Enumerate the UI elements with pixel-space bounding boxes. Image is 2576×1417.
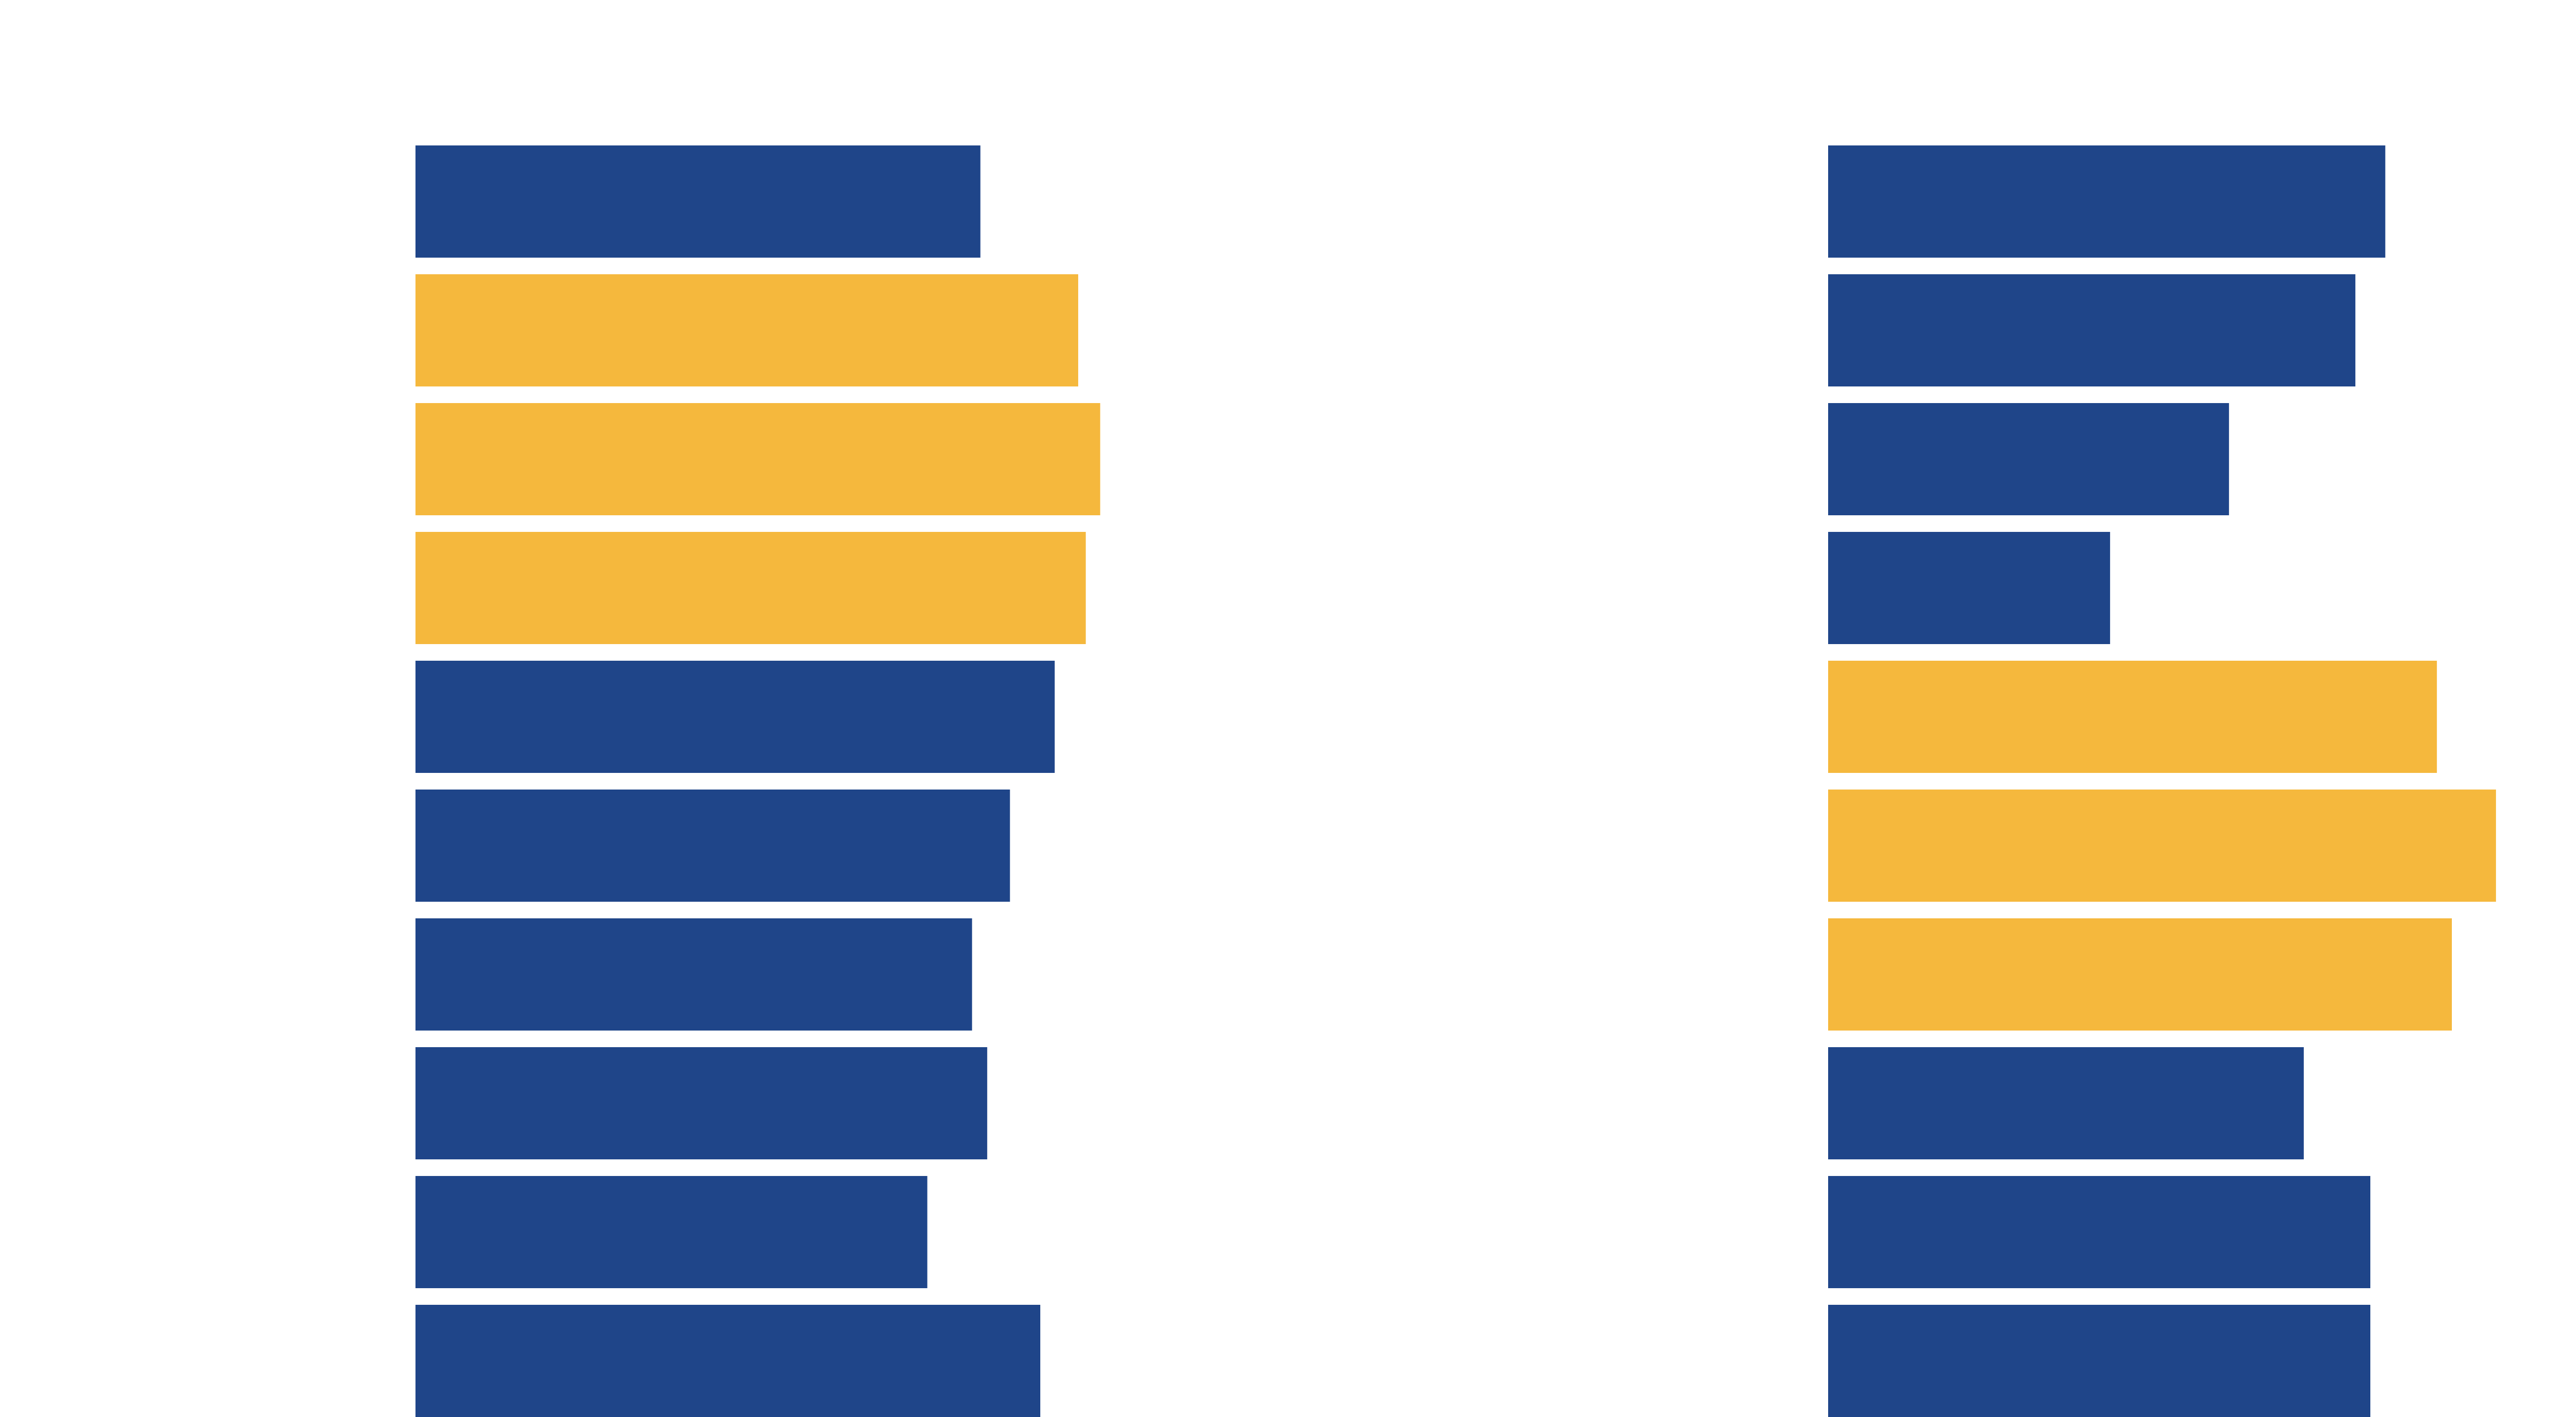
left-bar-7 bbox=[415, 918, 972, 1031]
right-bar-6 bbox=[1828, 790, 2496, 902]
left-bar-8 bbox=[415, 1047, 987, 1159]
left-bar-9 bbox=[415, 1176, 928, 1288]
left-bar-4 bbox=[415, 532, 1086, 644]
left-bar-5 bbox=[415, 661, 1055, 773]
right-bar-7 bbox=[1828, 918, 2452, 1031]
right-bar-8 bbox=[1828, 1047, 2304, 1159]
left-bar-1 bbox=[415, 145, 981, 258]
right-bar-10 bbox=[1828, 1305, 2370, 1417]
right-bar-2 bbox=[1828, 274, 2356, 386]
right-bar-chart bbox=[1828, 145, 2496, 1417]
left-bar-chart bbox=[415, 145, 1101, 1417]
left-bar-6 bbox=[415, 790, 1010, 902]
left-bar-2 bbox=[415, 274, 1079, 386]
right-bar-5 bbox=[1828, 661, 2437, 773]
right-bar-3 bbox=[1828, 403, 2229, 515]
left-bar-10 bbox=[415, 1305, 1041, 1417]
right-bar-9 bbox=[1828, 1176, 2370, 1288]
left-bar-3 bbox=[415, 403, 1101, 515]
right-bar-4 bbox=[1828, 532, 2110, 644]
right-bar-1 bbox=[1828, 145, 2385, 258]
